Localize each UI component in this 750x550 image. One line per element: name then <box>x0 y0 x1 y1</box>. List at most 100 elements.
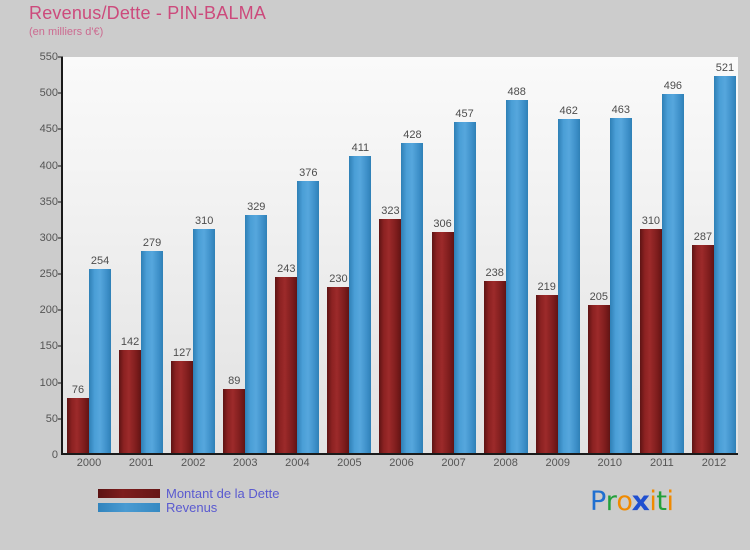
bar-revenus[interactable]: 279 <box>141 237 164 453</box>
bar-value-label: 127 <box>172 347 192 360</box>
bar-revenus[interactable]: 310 <box>193 215 216 453</box>
bar-revenus[interactable]: 428 <box>401 129 424 453</box>
chart-title: Revenus/Dette - PIN-BALMA <box>29 3 267 23</box>
bar-value-label: 230 <box>329 272 348 285</box>
bar-dette[interactable]: 310 <box>639 215 662 453</box>
bar-revenus[interactable]: 521 <box>713 62 736 453</box>
y-axis-tick-mark <box>58 345 63 347</box>
y-axis-tick-mark <box>58 128 63 130</box>
chart-legend: Montant de la Dette Revenus <box>98 486 279 515</box>
bar-value-label: 243 <box>277 263 296 276</box>
bar-value-label: 521 <box>715 62 735 74</box>
bar-revenus[interactable]: 376 <box>297 167 320 453</box>
chart-subtitle: (en milliers d'€) <box>29 26 104 38</box>
legend-item[interactable]: Montant de la Dette <box>98 486 279 501</box>
bar-dette[interactable]: 127 <box>171 347 194 453</box>
bar-value-label: 219 <box>537 280 556 293</box>
bar-value-label: 287 <box>693 231 713 244</box>
legend-item[interactable]: Revenus <box>98 499 279 515</box>
y-axis-tick-label: 50 <box>45 412 58 425</box>
bar-value-label: 488 <box>507 85 526 98</box>
y-axis-tick-mark <box>58 309 63 311</box>
bar-dette[interactable]: 230 <box>327 273 350 453</box>
bar-value-label: 310 <box>641 214 661 227</box>
x-axis-tick-label: 2009 <box>545 457 570 469</box>
bar-revenus[interactable]: 411 <box>349 142 372 453</box>
bar-value-label: 457 <box>455 108 474 121</box>
bar-dette[interactable]: 323 <box>379 205 402 453</box>
y-axis-tick-mark <box>58 92 63 94</box>
y-axis-tick-label: 150 <box>39 340 58 353</box>
logo-letter: x <box>632 486 650 517</box>
bar-group: 76 254 <box>63 57 115 453</box>
bar-value-label: 89 <box>228 374 241 387</box>
bar-dette[interactable]: 205 <box>587 291 610 453</box>
bar-value-label: 463 <box>611 103 630 116</box>
bar-revenus[interactable]: 457 <box>453 108 476 453</box>
bar-dette[interactable]: 287 <box>691 231 714 453</box>
bar-value-label: 462 <box>559 104 578 117</box>
bar-value-label: 306 <box>433 217 452 230</box>
logo-letter: i <box>649 486 657 517</box>
y-axis-tick-label: 550 <box>39 51 58 63</box>
bar-value-label: 76 <box>71 384 85 397</box>
x-axis-tick-label: 2012 <box>701 457 727 469</box>
bar-group: 306 457 <box>428 57 480 453</box>
bar-group: 238 488 <box>480 57 532 453</box>
y-axis-tick-mark <box>58 56 63 58</box>
y-axis-tick-label: 250 <box>39 268 58 281</box>
legend-swatch <box>98 488 160 498</box>
y-axis-tick-label: 300 <box>39 231 58 244</box>
logo-letter: r <box>605 486 617 517</box>
bar-group: 230 411 <box>323 57 375 453</box>
bar-dette[interactable]: 306 <box>431 218 454 453</box>
bar-group: 287 521 <box>688 57 740 453</box>
logo-letter: t <box>656 486 667 517</box>
y-axis-tick-mark <box>58 165 63 167</box>
y-axis-tick-label: 350 <box>39 195 58 208</box>
bar-revenus[interactable]: 496 <box>661 80 684 453</box>
bar-value-label: 411 <box>351 141 370 154</box>
x-axis-tick-label: 2000 <box>76 457 102 469</box>
y-axis-tick-label: 0 <box>51 449 58 461</box>
bar-revenus[interactable]: 488 <box>505 86 528 453</box>
bar-value-label: 496 <box>663 80 683 93</box>
x-axis-tick-label: 2006 <box>389 457 414 469</box>
bar-value-label: 279 <box>142 237 162 250</box>
bar-group: 323 428 <box>375 57 427 453</box>
y-axis-tick-label: 100 <box>39 376 58 389</box>
bar-value-label: 142 <box>120 336 140 349</box>
bar-dette[interactable]: 76 <box>67 384 90 453</box>
bar-dette[interactable]: 142 <box>119 336 142 453</box>
bar-group: 205 463 <box>584 57 636 453</box>
bar-value-label: 205 <box>589 290 608 303</box>
bar-dette[interactable]: 89 <box>223 375 246 453</box>
bar-revenus[interactable]: 254 <box>89 255 112 453</box>
bar-dette[interactable]: 238 <box>483 267 506 453</box>
legend-label: Revenus <box>166 499 218 515</box>
bar-revenus[interactable]: 329 <box>245 201 268 453</box>
logo-letter: o <box>616 486 633 517</box>
x-axis-tick-label: 2003 <box>233 457 258 469</box>
bar-revenus[interactable]: 463 <box>609 104 632 453</box>
x-axis-tick-label: 2011 <box>650 457 674 469</box>
y-axis-tick-label: 500 <box>39 87 58 100</box>
bar-group: 219 462 <box>532 57 584 453</box>
plot-area: 0 50 100 150 200 250 300 350 400 450 500 550 76 254 1… <box>40 51 738 469</box>
legend-swatch <box>98 502 160 512</box>
y-axis-tick-mark <box>58 237 63 239</box>
bar-value-label: 254 <box>90 255 110 268</box>
bar-group: 310 496 <box>636 57 688 453</box>
title-block: Revenus/Dette - PIN-BALMA (en milliers d… <box>29 4 266 38</box>
logo-letter: i <box>666 486 674 517</box>
x-axis-tick-label: 2002 <box>180 457 206 469</box>
bars-layer: 76 254 142 279 127 310 89 329 243 376 230 411 323 428… <box>63 57 738 453</box>
bar-dette[interactable]: 243 <box>275 263 298 453</box>
bar-value-label: 329 <box>247 200 266 213</box>
y-axis-tick-label: 400 <box>39 159 58 172</box>
bar-value-label: 323 <box>381 205 400 218</box>
bar-revenus[interactable]: 462 <box>557 105 580 453</box>
bar-dette[interactable]: 219 <box>535 281 558 453</box>
x-axis-tick-label: 2008 <box>493 457 518 469</box>
x-axis-tick-label: 2010 <box>597 457 623 469</box>
